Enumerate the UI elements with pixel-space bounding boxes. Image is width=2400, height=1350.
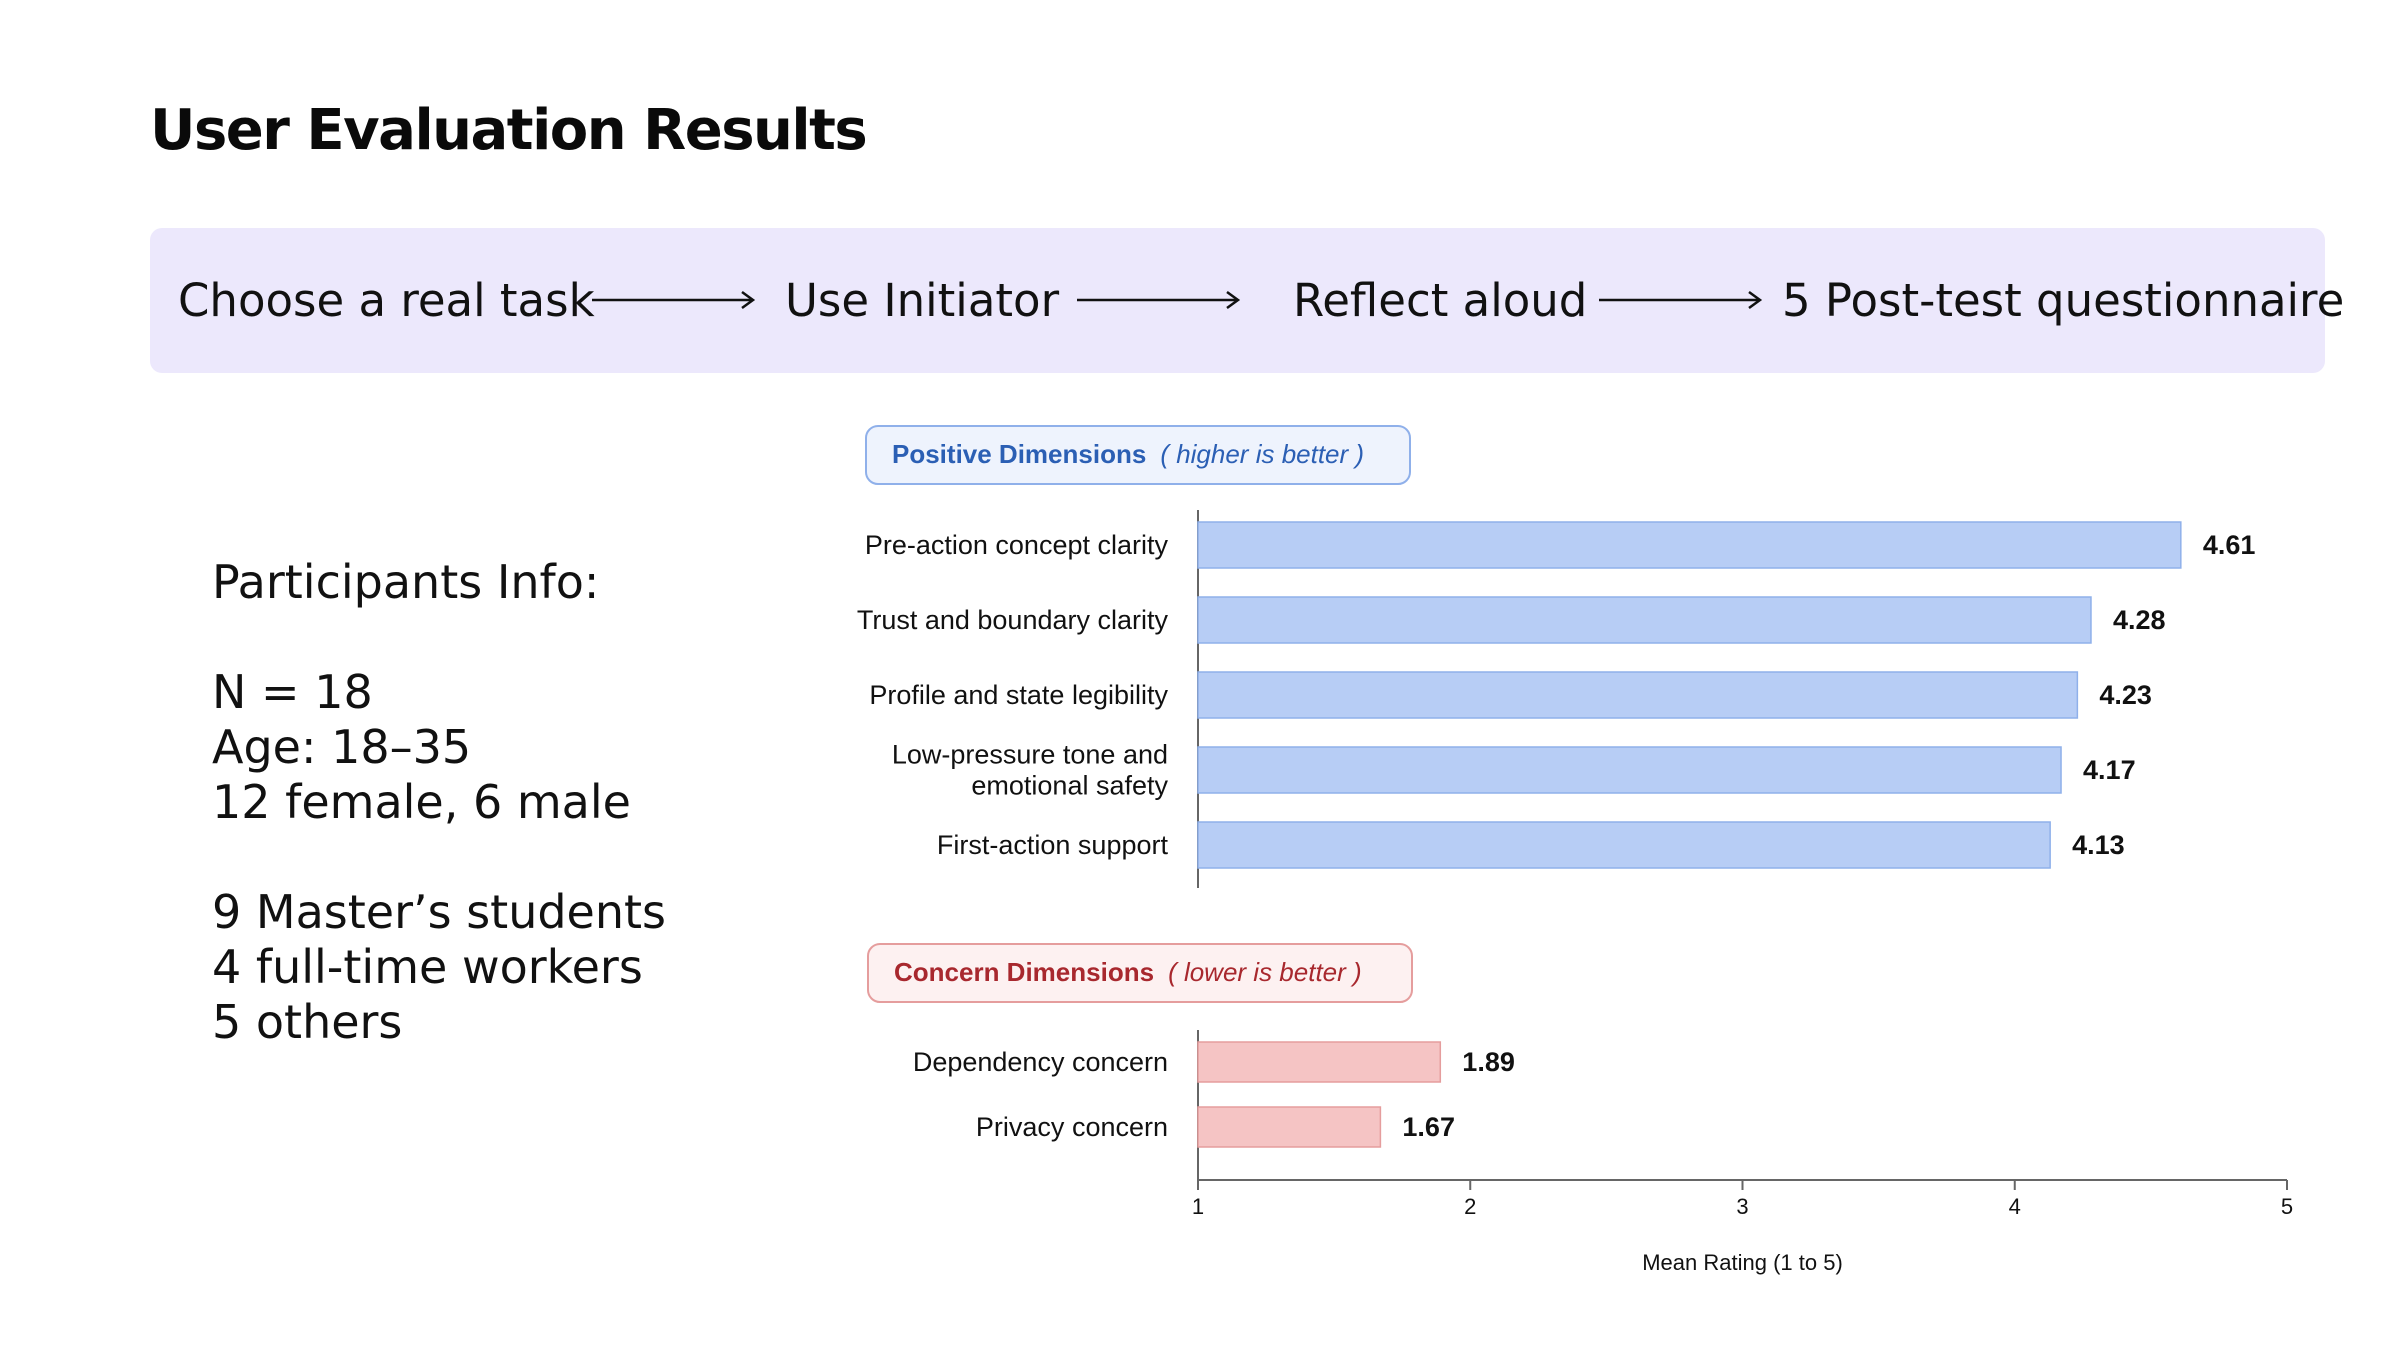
process-flow-banner: Choose a real task Use Initiator Reflect… xyxy=(150,228,2344,373)
category-label: Profile and state legibility xyxy=(869,680,1168,710)
participants-occupation: 4 full-time workers xyxy=(212,940,643,994)
participants-occupation: 5 others xyxy=(212,995,403,1049)
participants-occupation: 9 Master’s students xyxy=(212,885,667,939)
data-label: 4.23 xyxy=(2099,680,2152,710)
arrow-right-icon xyxy=(592,290,756,310)
flow-step-questionnaire: 5 Post-test questionnaire xyxy=(1782,274,2345,327)
x-axis-title: Mean Rating (1 to 5) xyxy=(1642,1250,1843,1275)
arrow-right-icon xyxy=(1077,290,1241,310)
flow-step-choose-task: Choose a real task xyxy=(178,274,595,327)
bar xyxy=(1197,1041,1442,1083)
x-tick-label: 3 xyxy=(1736,1194,1748,1219)
x-tick-label: 2 xyxy=(1464,1194,1476,1219)
bar xyxy=(1197,746,2062,794)
category-label: Trust and boundary clarity xyxy=(857,605,1169,635)
data-label: 4.13 xyxy=(2072,830,2125,860)
flow-step-use-initiator: Use Initiator xyxy=(785,274,1060,327)
arrow-right-icon xyxy=(1599,290,1763,310)
participants-gender: 12 female, 6 male xyxy=(212,775,631,829)
bar xyxy=(1197,596,2092,644)
bar xyxy=(1197,521,2182,569)
x-tick-label: 1 xyxy=(1192,1194,1204,1219)
participants-age: Age: 18–35 xyxy=(212,720,472,774)
category-label: Low-pressure tone and xyxy=(892,740,1168,770)
data-label: 4.28 xyxy=(2113,605,2166,635)
concern-group-note: ( lower is better ) xyxy=(1168,957,1362,987)
category-label: Privacy concern xyxy=(976,1112,1168,1142)
bar xyxy=(1197,1106,1382,1148)
concern-group-header xyxy=(867,943,1413,1003)
category-label: First-action support xyxy=(937,830,1169,860)
category-label: Dependency concern xyxy=(913,1047,1168,1077)
concern-group-title: Concern Dimensions xyxy=(894,957,1154,987)
positive-group-note: ( higher is better ) xyxy=(1160,439,1364,469)
data-label: 1.67 xyxy=(1402,1112,1455,1142)
data-label: 1.89 xyxy=(1462,1047,1515,1077)
data-label: 4.17 xyxy=(2083,755,2136,785)
x-tick-label: 5 xyxy=(2281,1194,2293,1219)
positive-group-header xyxy=(865,425,1411,485)
bar xyxy=(1197,821,2051,869)
participants-count: N = 18 xyxy=(212,665,373,719)
data-label: 4.61 xyxy=(2203,530,2256,560)
positive-group-title: Positive Dimensions xyxy=(892,439,1146,469)
category-label: Pre-action concept clarity xyxy=(865,530,1169,560)
x-tick-label: 4 xyxy=(2009,1194,2021,1219)
bar xyxy=(1197,671,2079,719)
participants-heading: Participants Info: xyxy=(212,555,600,609)
category-label: emotional safety xyxy=(971,771,1168,801)
page-title: User Evaluation Results xyxy=(150,98,868,163)
flow-step-reflect-aloud: Reflect aloud xyxy=(1293,274,1588,327)
participants-info: Participants Info: N = 18 Age: 18–35 12 … xyxy=(212,555,666,1050)
